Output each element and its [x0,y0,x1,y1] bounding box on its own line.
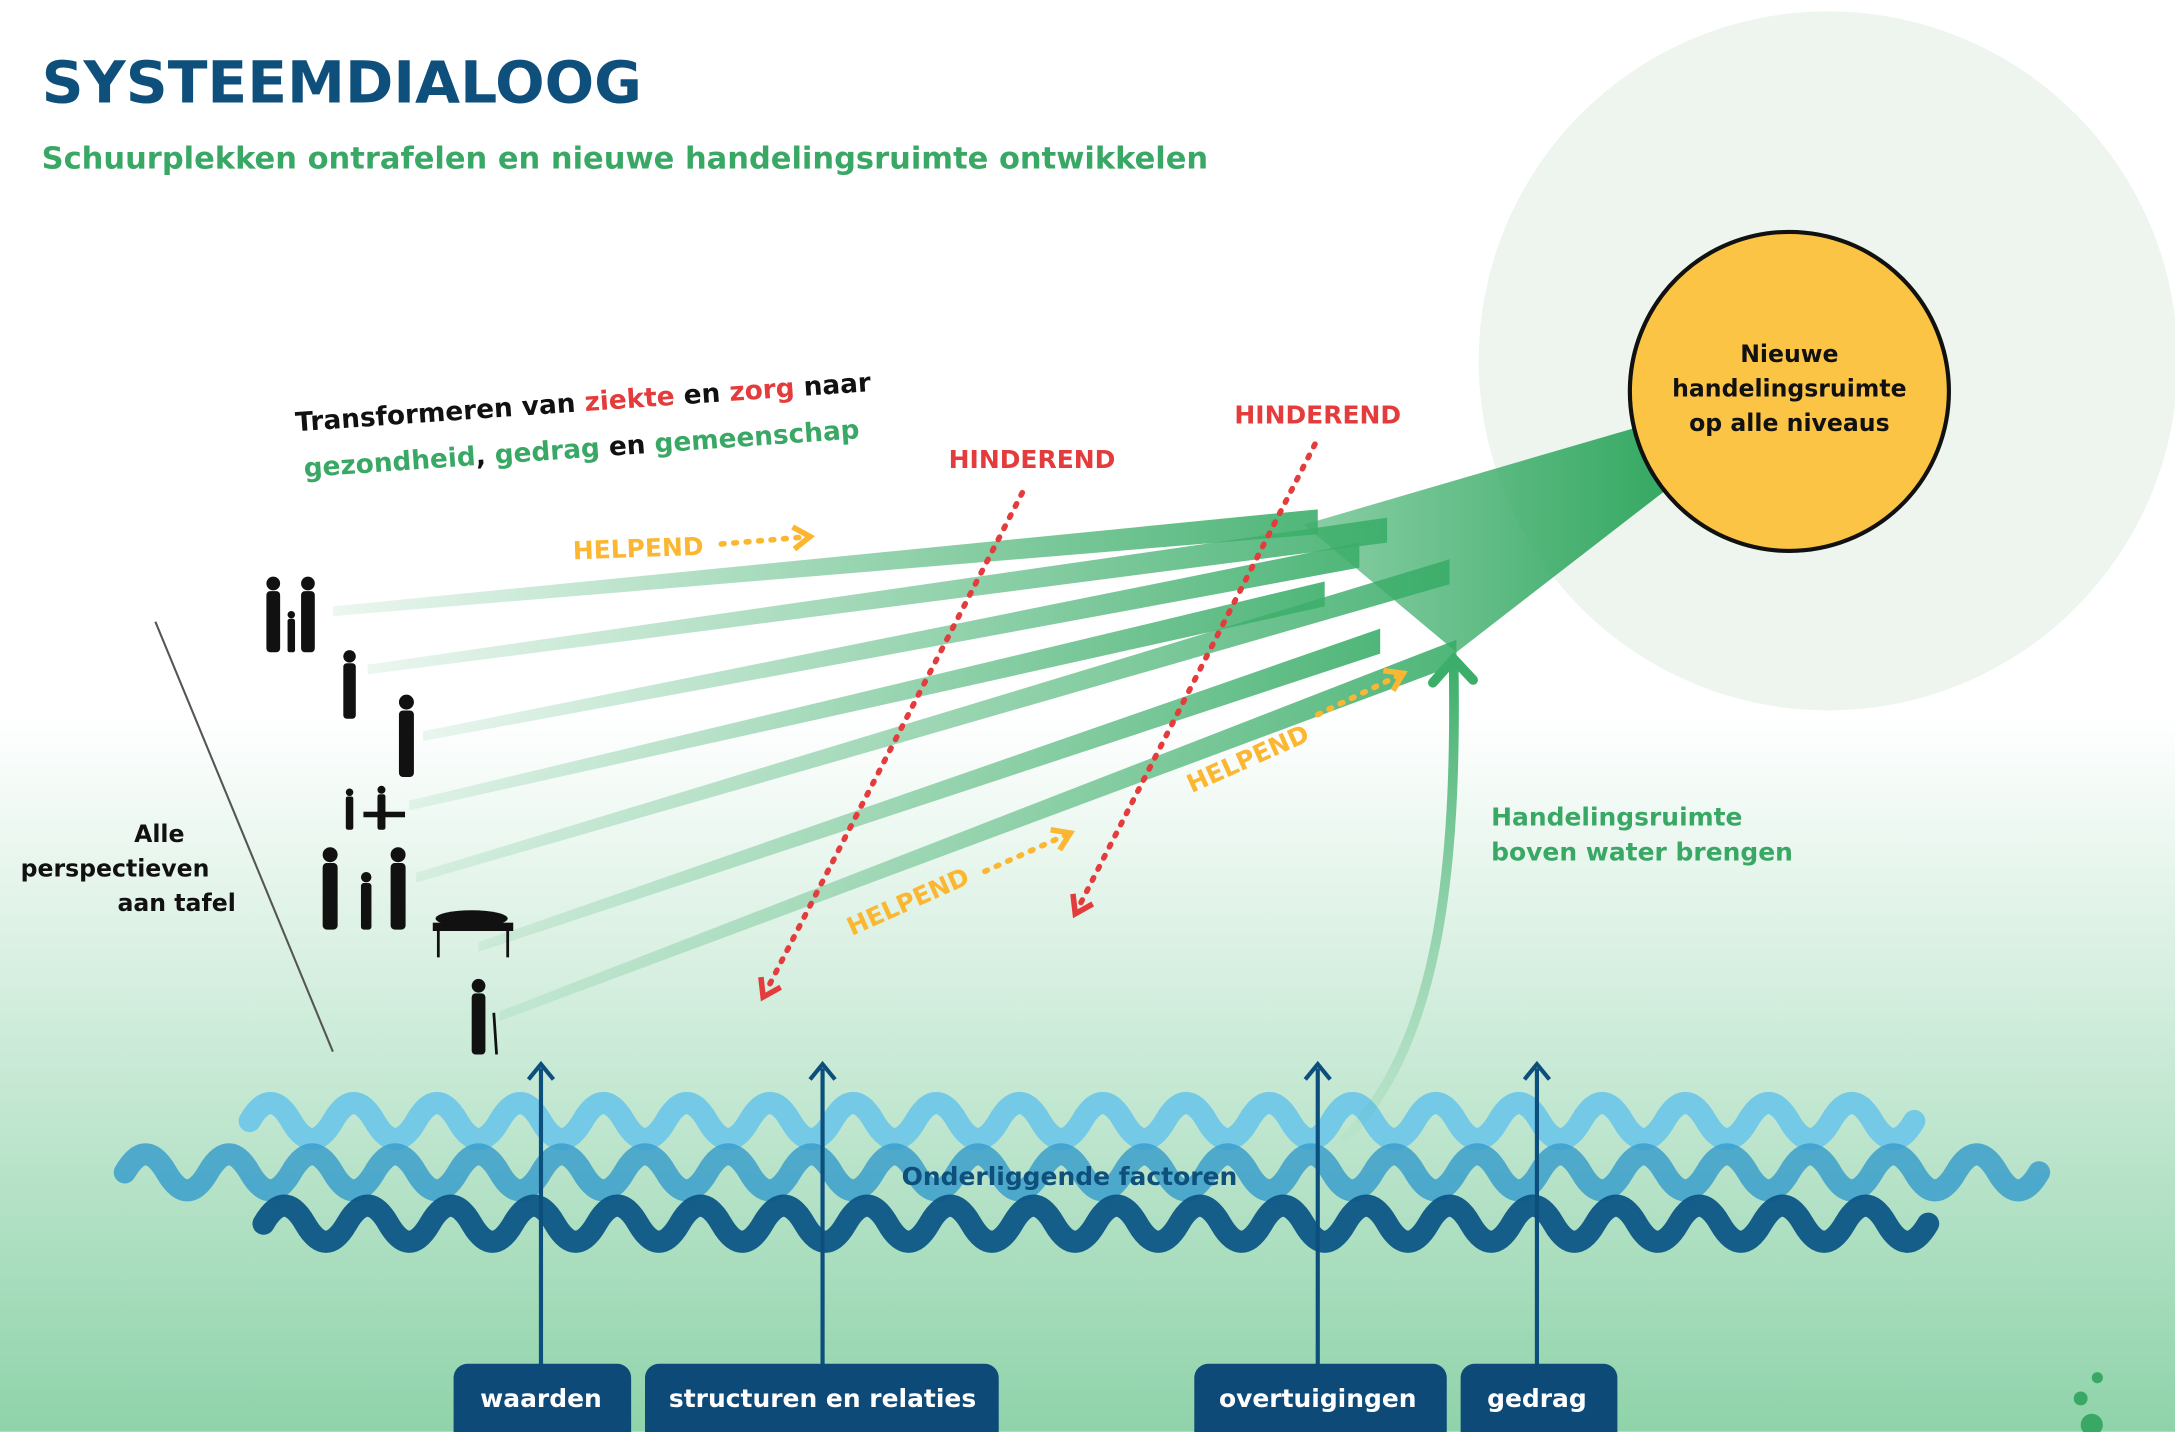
table [363,812,405,818]
patient [436,910,508,927]
person-head [323,847,338,862]
person-body [391,863,406,930]
text: naar [793,368,871,403]
subtitle: Schuurplekken ontrafelen en nieuwe hande… [42,141,1209,176]
title: SYSTEEMDIALOOG [42,48,642,116]
goal-text: op alle niveaus [1689,409,1890,437]
person-head [346,789,353,796]
person-head [288,611,295,618]
person-body [266,591,280,652]
hindering-label: HINDEREND [949,445,1116,474]
person-body [343,663,355,718]
person-body [472,993,486,1054]
page: {"header":{"title":"SYSTEEMDIALOOG","sub… [0,0,2175,1432]
text: en [673,378,730,412]
diagram: Nieuwe handelingsruimte op alle niveaus … [0,0,2175,1432]
factor-label: gedrag [1487,1384,1587,1413]
person-head [343,650,355,662]
text: zorg [728,373,795,407]
perspectives-text: aan tafel [117,889,235,917]
dot [2074,1392,2088,1406]
person-head [301,577,315,591]
person-body [399,710,414,777]
person-body [301,591,315,652]
factor-label: structuren en relaties [669,1384,976,1413]
person-head [472,979,486,993]
helping-label: HELPEND [572,532,704,566]
text: ziekte [583,381,675,417]
person-head [391,847,406,862]
person-body [288,619,295,652]
surfacing-text: Handelingsruimte [1491,803,1742,832]
person-head [266,577,280,591]
person-head [377,786,385,794]
perspectives-text: Alle [134,820,184,848]
person-body [361,883,371,930]
wave [264,1206,1929,1242]
perspectives-text: perspectieven [21,854,210,882]
goal-text: handelingsruimte [1672,375,1907,403]
person-body [323,863,338,930]
hindering-label: HINDEREND [1234,400,1401,429]
text: , [475,440,496,471]
wave [250,1103,1915,1139]
factor-label: waarden [480,1384,602,1413]
underlying-label: Onderliggende factoren [902,1162,1238,1191]
person-body [346,796,353,829]
person-head [361,872,371,882]
factor-label: overtuigingen [1219,1384,1417,1413]
text: en [599,429,656,463]
surfacing-text: boven water brengen [1491,837,1793,866]
goal-text: Nieuwe [1740,340,1838,368]
dot [2092,1372,2103,1383]
person-head [399,695,414,710]
